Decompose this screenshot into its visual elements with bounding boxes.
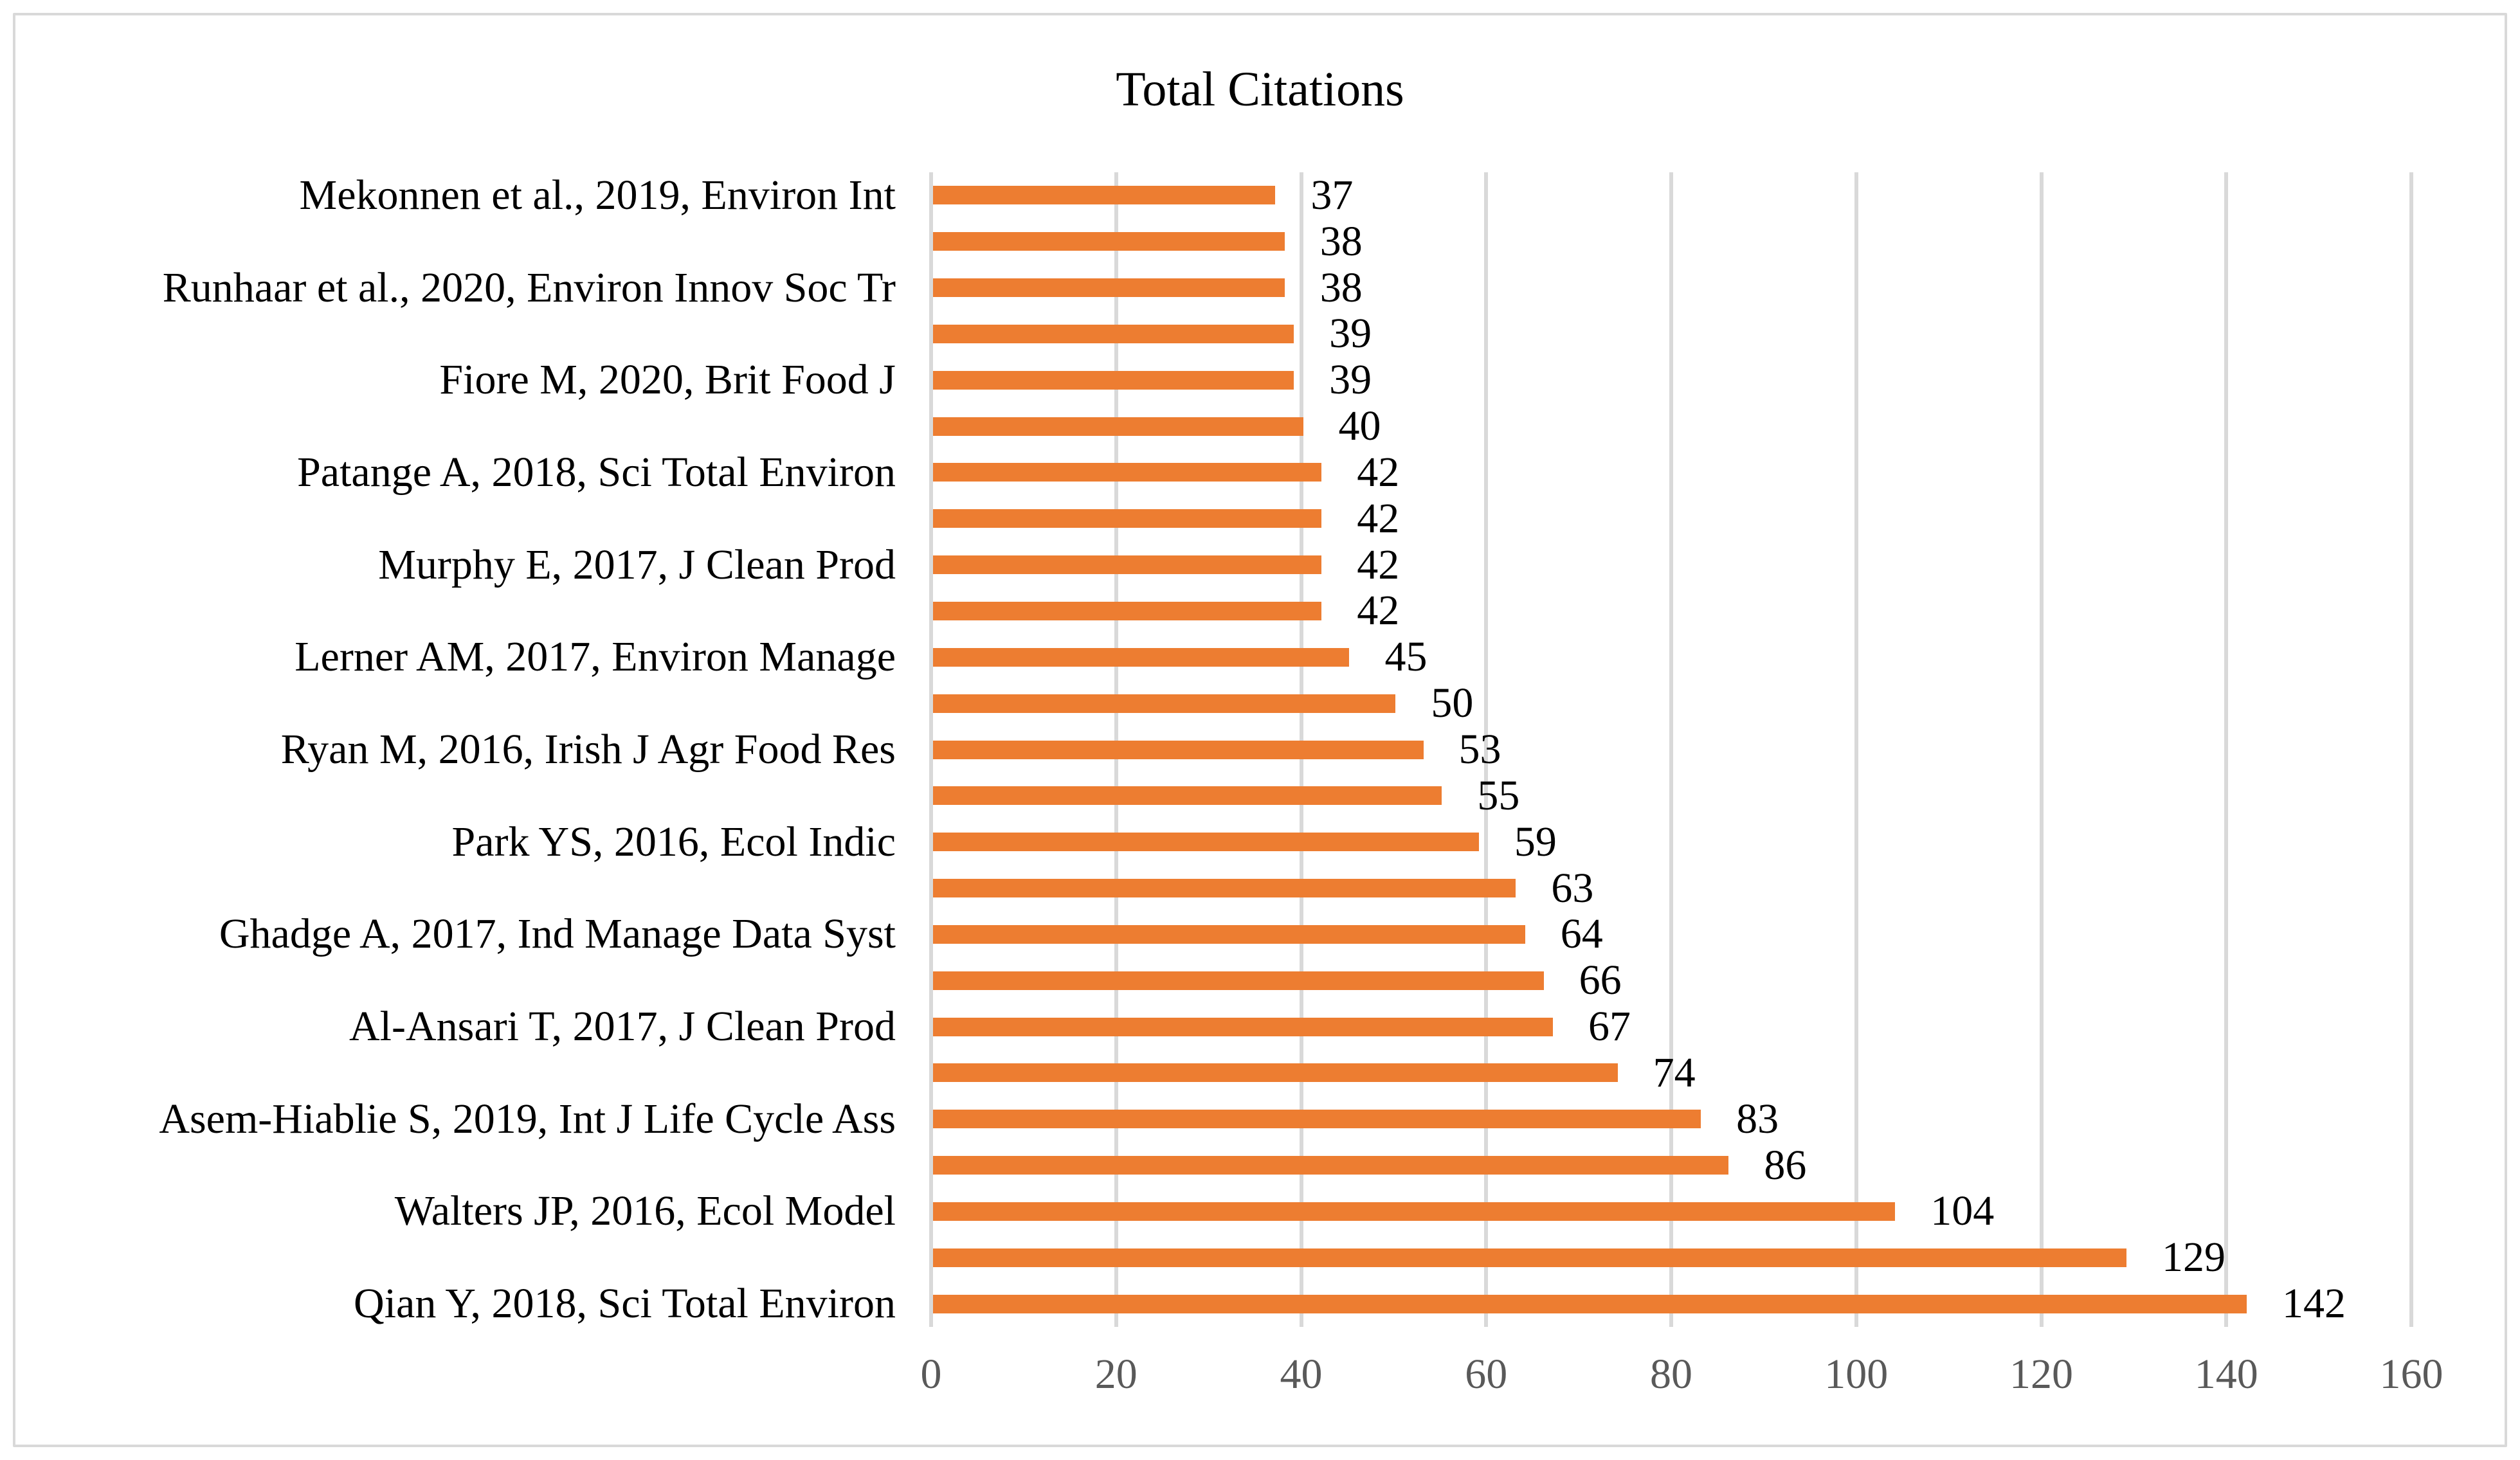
bar-value-label: 38 (1319, 264, 1363, 311)
bar-value-label: 42 (1357, 541, 1400, 588)
category-label: Qian Y, 2018, Sci Total Environ (354, 1280, 896, 1328)
bar (933, 1017, 1553, 1036)
bar (933, 324, 1294, 343)
category-label: Mekonnen et al., 2019, Environ Int (299, 171, 896, 219)
category-label: Walters JP, 2016, Ecol Model (394, 1187, 896, 1235)
bar-value-label: 86 (1764, 1141, 1807, 1189)
bar-value-label: 38 (1319, 217, 1363, 265)
bar-value-label: 40 (1338, 402, 1381, 450)
bar-value-label: 45 (1384, 633, 1428, 681)
bar-value-label: 55 (1477, 771, 1520, 819)
bar-value-label: 42 (1357, 494, 1400, 542)
gridline (2224, 172, 2229, 1327)
bar (933, 1202, 1896, 1221)
bar (933, 1294, 2247, 1313)
category-label: Fiore M, 2020, Brit Food J (439, 356, 896, 404)
bar (933, 1248, 2126, 1267)
x-tick-label: 60 (1465, 1351, 1508, 1398)
bar-value-label: 39 (1329, 356, 1372, 404)
bar-value-label: 63 (1551, 864, 1594, 912)
bar (933, 509, 1322, 528)
gridline (1669, 172, 1673, 1327)
bar-value-label: 129 (2161, 1234, 2225, 1281)
gridline (2409, 172, 2413, 1327)
bar-value-label: 104 (1930, 1187, 1995, 1235)
bar-value-label: 37 (1310, 171, 1354, 219)
category-label: Lerner AM, 2017, Environ Manage (295, 633, 896, 681)
bar (933, 1156, 1729, 1175)
bar-value-label: 67 (1588, 1003, 1631, 1050)
x-tick-label: 120 (2009, 1351, 2073, 1398)
bar-value-label: 42 (1357, 448, 1400, 496)
bar-value-label: 74 (1653, 1049, 1696, 1096)
bar-value-label: 53 (1458, 726, 1501, 773)
bar-value-label: 39 (1329, 310, 1372, 357)
bar (933, 1110, 1701, 1129)
bar-value-label: 50 (1431, 680, 1474, 727)
bar (933, 370, 1294, 390)
category-label: Asem-Hiablie S, 2019, Int J Life Cycle A… (159, 1095, 896, 1142)
bar (933, 463, 1322, 482)
category-label: Murphy E, 2017, J Clean Prod (378, 541, 896, 588)
category-label: Ghadge A, 2017, Ind Manage Data Syst (219, 910, 896, 958)
bar (933, 186, 1276, 205)
bar (933, 647, 1350, 667)
category-label: Al-Ansari T, 2017, J Clean Prod (349, 1003, 896, 1050)
bar-value-label: 64 (1560, 910, 1603, 958)
x-tick-label: 40 (1280, 1351, 1323, 1398)
x-tick-label: 0 (920, 1351, 942, 1398)
category-label: Patange A, 2018, Sci Total Environ (297, 448, 896, 496)
bar (933, 971, 1544, 990)
bar-value-label: 142 (2282, 1280, 2346, 1328)
bar (933, 833, 1479, 852)
x-tick-label: 20 (1094, 1351, 1138, 1398)
category-label: Runhaar et al., 2020, Environ Innov Soc … (162, 264, 896, 311)
bar (933, 1063, 1618, 1083)
bar (933, 924, 1525, 944)
x-tick-label: 140 (2194, 1351, 2258, 1398)
gridline (929, 172, 933, 1327)
gridline (1484, 172, 1489, 1327)
chart-title: Total Citations (1116, 62, 1404, 116)
bar (933, 417, 1303, 436)
bar-value-label: 66 (1579, 957, 1622, 1004)
bar-value-label: 42 (1357, 587, 1400, 635)
bar-value-label: 83 (1736, 1095, 1779, 1142)
x-tick-label: 80 (1650, 1351, 1692, 1398)
bar (933, 278, 1285, 298)
bar (933, 694, 1396, 713)
x-tick-label: 100 (1824, 1351, 1889, 1398)
bar (933, 786, 1442, 806)
bar-value-label: 59 (1514, 818, 1557, 865)
bar (933, 879, 1516, 898)
x-tick-label: 160 (2379, 1351, 2443, 1398)
bar (933, 232, 1285, 251)
gridline (1854, 172, 1858, 1327)
category-label: Ryan M, 2016, Irish J Agr Food Res (280, 726, 896, 773)
bar (933, 601, 1322, 620)
bar (933, 555, 1322, 575)
gridline (2039, 172, 2044, 1327)
category-label: Park YS, 2016, Ecol Indic (451, 818, 896, 865)
bar (933, 740, 1424, 759)
